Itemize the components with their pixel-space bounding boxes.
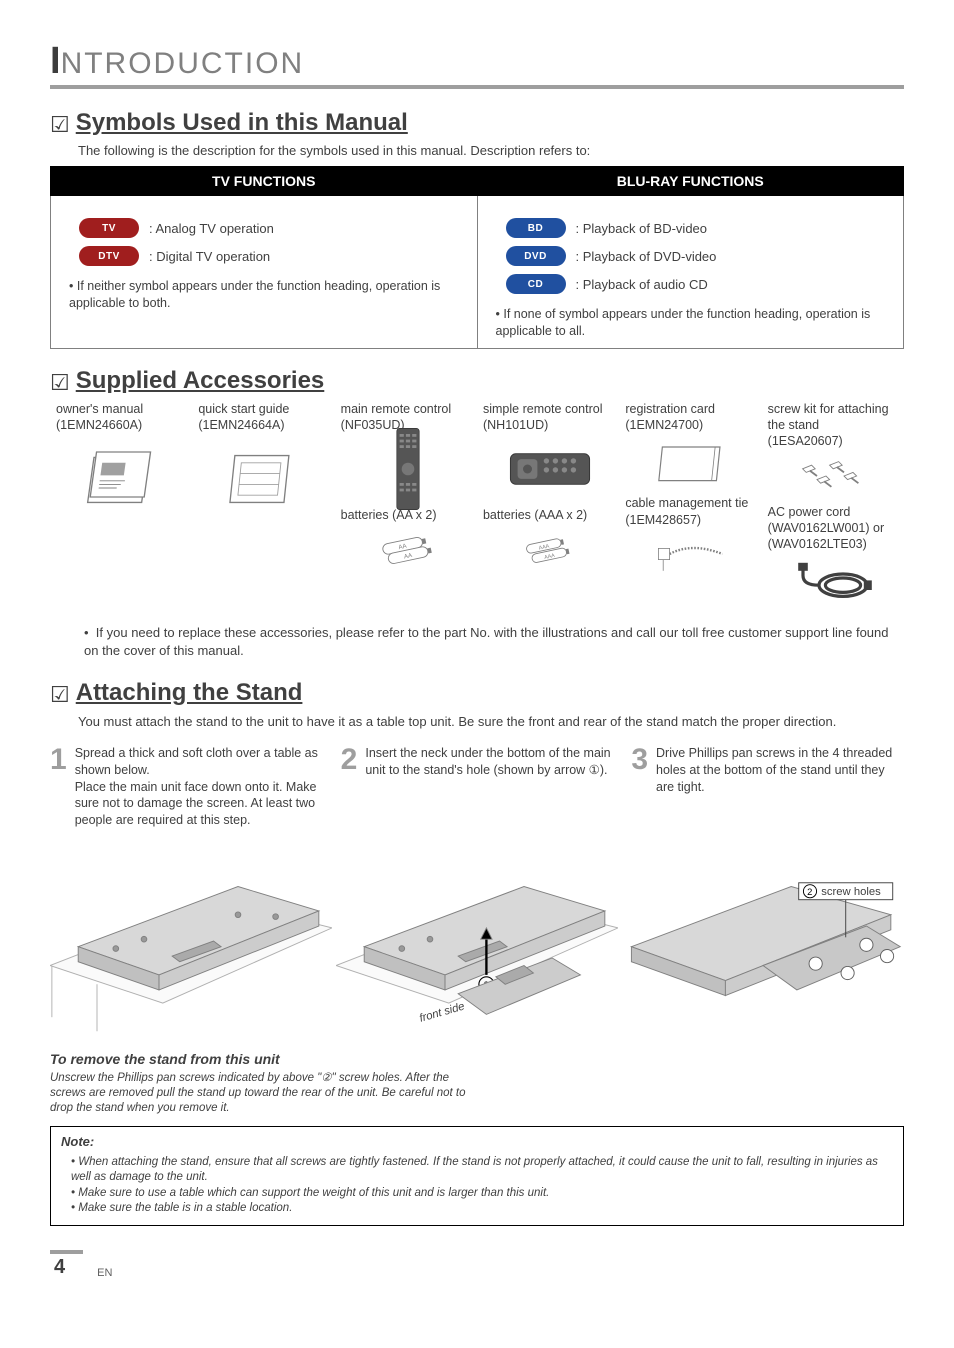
- screw-kit-icon: [768, 456, 902, 496]
- stand-steps: 1 Spread a thick and soft cloth over a t…: [50, 745, 904, 829]
- step-2: 2 Insert the neck under the bottom of th…: [341, 745, 614, 829]
- front-side-label: front side: [418, 1001, 466, 1025]
- page-number: 4: [50, 1250, 83, 1279]
- step-3: 3 Drive Phillips pan screws in the 4 thr…: [631, 745, 904, 829]
- accessories-title-text: Supplied Accessories: [76, 367, 325, 395]
- dvd-row: DVD : Playback of DVD-video: [506, 246, 886, 266]
- blu-ray-functions-header: BLU-RAY FUNCTIONS: [477, 167, 904, 196]
- acc-name: owner's manual: [56, 402, 143, 416]
- cable-tie-icon: [625, 534, 759, 574]
- bd-pill: BD: [506, 218, 566, 238]
- svg-text:AAA: AAA: [539, 543, 551, 551]
- remove-stand-text: Unscrew the Phillips pan screws indicate…: [50, 1071, 470, 1116]
- dvd-desc: : Playback of DVD-video: [576, 249, 717, 264]
- acc-part: (1EMN24700): [625, 418, 703, 432]
- acc-sub-cable-tie: cable management tie (1EM428657): [625, 495, 759, 528]
- acc-part: (1EMN24664A): [198, 418, 284, 432]
- step-num-3: 3: [631, 745, 648, 829]
- language-label: EN: [97, 1267, 112, 1279]
- check-icon: ☑: [50, 682, 70, 708]
- acc-name: simple remote control (NH101UD): [483, 402, 603, 432]
- svg-text:2: 2: [807, 886, 812, 897]
- step-3-text: Drive Phillips pan screws in the 4 threa…: [656, 745, 904, 829]
- acc-owners-manual: owner's manual (1EMN24660A): [54, 401, 192, 607]
- step-num-1: 1: [50, 745, 67, 829]
- acc-part: (1EMN24660A): [56, 418, 142, 432]
- step-1: 1 Spread a thick and soft cloth over a t…: [50, 745, 323, 829]
- step-1-text: Spread a thick and soft cloth over a tab…: [75, 745, 323, 829]
- acc-sub-aaa-batteries: batteries (AAA x 2): [483, 507, 617, 523]
- acc-part: (1ESA20607): [768, 434, 843, 448]
- diagram-2: 1 front side: [336, 837, 618, 1047]
- cd-row: CD : Playback of audio CD: [506, 274, 886, 294]
- svg-text:screw holes: screw holes: [821, 886, 881, 898]
- stand-note-box: Note: When attaching the stand, ensure t…: [50, 1126, 904, 1226]
- manual-icon: [56, 439, 190, 519]
- page-footer: 4 EN: [50, 1250, 904, 1279]
- section-accessories-title: ☑ Supplied Accessories: [50, 367, 904, 395]
- remote-icon: [341, 439, 475, 499]
- note-item: Make sure the table is in a stable locat…: [71, 1201, 893, 1217]
- acc-name: screw kit for attaching the stand: [768, 402, 889, 432]
- dtv-operation-row: DTV : Digital TV operation: [79, 246, 459, 266]
- bd-note: • If none of symbol appears under the fu…: [496, 306, 886, 340]
- acc-sub-aa-batteries: batteries (AA x 2): [341, 507, 475, 523]
- card-icon: [625, 439, 759, 487]
- header-text: NTRODUCTION: [61, 47, 305, 81]
- tv-operation-row: TV : Analog TV operation: [79, 218, 459, 238]
- cd-pill: CD: [506, 274, 566, 294]
- page-header: I NTRODUCTION: [50, 40, 904, 89]
- bd-row: BD : Playback of BD-video: [506, 218, 886, 238]
- acc-quick-start: quick start guide (1EMN24664A): [196, 401, 334, 607]
- bd-desc: : Playback of BD-video: [576, 221, 708, 236]
- acc-name: quick start guide: [198, 402, 289, 416]
- tv-note: • If neither symbol appears under the fu…: [69, 278, 459, 312]
- dvd-pill: DVD: [506, 246, 566, 266]
- symbols-intro: The following is the description for the…: [78, 143, 904, 158]
- section-symbols-title: ☑ Symbols Used in this Manual: [50, 109, 904, 137]
- dtv-desc: : Digital TV operation: [149, 249, 270, 264]
- tv-functions-header: TV FUNCTIONS: [51, 167, 478, 196]
- dtv-pill: DTV: [79, 246, 139, 266]
- stand-title-text: Attaching the Stand: [76, 679, 303, 707]
- check-icon: ☑: [50, 112, 70, 138]
- step-2-text: Insert the neck under the bottom of the …: [365, 745, 613, 829]
- power-cord-icon: [768, 558, 902, 606]
- acc-screw-kit: screw kit for attaching the stand (1ESA2…: [766, 401, 904, 607]
- note-item: When attaching the stand, ensure that al…: [71, 1155, 893, 1186]
- acc-sub-power-cord: AC power cord (WAV0162LW001) or (WAV0162…: [768, 504, 902, 553]
- remove-stand-title: To remove the stand from this unit: [50, 1051, 904, 1067]
- remove-stand-section: To remove the stand from this unit Unscr…: [50, 1051, 904, 1116]
- tv-functions-cell: TV : Analog TV operation DTV : Digital T…: [51, 196, 478, 349]
- header-initial: I: [50, 40, 61, 83]
- diagram-1: [50, 837, 332, 1047]
- cd-desc: : Playback of audio CD: [576, 277, 708, 292]
- tv-desc: : Analog TV operation: [149, 221, 274, 236]
- functions-table: TV FUNCTIONS BLU-RAY FUNCTIONS TV : Anal…: [50, 166, 904, 349]
- acc-main-remote: main remote control (NF035UD) batteries …: [339, 401, 477, 607]
- check-icon: ☑: [50, 370, 70, 396]
- accessories-note: • If you need to replace these accessori…: [84, 624, 900, 660]
- diagram-3: 2 screw holes: [622, 837, 904, 1047]
- note-item: Make sure to use a table which can suppo…: [71, 1186, 893, 1202]
- step-num-2: 2: [341, 745, 358, 829]
- tv-pill: TV: [79, 218, 139, 238]
- accessories-grid: owner's manual (1EMN24660A) quick start …: [50, 401, 904, 607]
- battery-aaa-icon: AAA AAA: [483, 530, 617, 570]
- svg-text:AAA: AAA: [544, 552, 556, 560]
- acc-registration-card: registration card (1EMN24700) cable mana…: [623, 401, 761, 607]
- battery-aa-icon: AA AA: [341, 530, 475, 570]
- acc-name: registration card: [625, 402, 715, 416]
- symbols-title-text: Symbols Used in this Manual: [76, 109, 408, 137]
- quick-start-icon: [198, 439, 332, 519]
- simple-remote-icon: [483, 439, 617, 499]
- blu-ray-functions-cell: BD : Playback of BD-video DVD : Playback…: [477, 196, 904, 349]
- note-list: When attaching the stand, ensure that al…: [71, 1155, 893, 1217]
- section-stand-title: ☑ Attaching the Stand: [50, 679, 904, 707]
- stand-intro-text: You must attach the stand to the unit to…: [78, 713, 904, 731]
- stand-diagrams: 1 front side 2 screw holes: [50, 837, 904, 1047]
- note-title: Note:: [61, 1134, 94, 1149]
- acc-simple-remote: simple remote control (NH101UD) batterie…: [481, 401, 619, 607]
